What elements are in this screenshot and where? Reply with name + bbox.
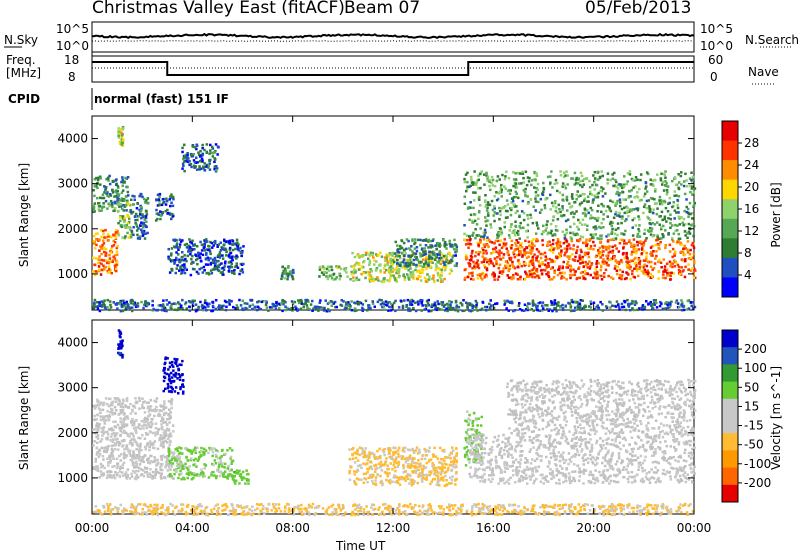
velocity-colorbar-label: Velocity [m s^-1] xyxy=(769,365,783,471)
x-tick-label: 12:00 xyxy=(376,521,411,535)
date-label: 05/Feb/2013 xyxy=(585,0,692,18)
colorbar-frame xyxy=(721,329,739,503)
y-tick-label: 1000 xyxy=(57,267,88,281)
colorbar-segment xyxy=(722,238,738,259)
nave-label: Nave xyxy=(748,65,779,79)
colorbar-tick-label: 24 xyxy=(744,158,759,172)
y-tick-label: 4000 xyxy=(57,336,88,350)
y-tick-label: 2000 xyxy=(57,222,88,236)
freq-panel xyxy=(91,55,695,83)
freq-unit-label: [MHz] xyxy=(6,66,42,80)
colorbar-segment xyxy=(722,364,738,383)
colorbar-segment xyxy=(722,398,738,417)
x-tick-label: 16:00 xyxy=(476,521,511,535)
freq-line xyxy=(92,61,694,76)
nsky-label: N.Sky xyxy=(4,33,39,47)
colorbar-segment xyxy=(722,257,738,278)
colorbar-segment xyxy=(722,347,738,365)
colorbar-tick-label: 12 xyxy=(744,224,759,238)
cpid-label: CPID xyxy=(8,92,41,106)
colorbar-segment xyxy=(722,277,738,298)
station-title: Christmas Valley East (fitACF) xyxy=(92,0,345,18)
colorbar-tick-label: -50 xyxy=(744,438,764,452)
y-tick-label: 1000 xyxy=(57,471,88,485)
colorbar-segment xyxy=(722,330,738,348)
colorbar-segment xyxy=(722,121,738,142)
nsky-line xyxy=(91,32,695,40)
nsearch-tick-high: 10^5 xyxy=(700,22,733,36)
colorbar-segment xyxy=(722,199,738,220)
x-tick-label: 20:00 xyxy=(576,521,611,535)
x-tick-label: 00:00 xyxy=(677,521,712,535)
colorbar-segment xyxy=(722,160,738,181)
y-tick-label: 2000 xyxy=(57,426,88,440)
x-axis-label: Time UT xyxy=(336,539,386,553)
colorbar-segment xyxy=(722,381,738,400)
velocity-y-axis-label: Slant Range [km] xyxy=(17,365,31,471)
power-scatter xyxy=(92,125,697,313)
x-tick-label: 04:00 xyxy=(175,521,210,535)
colorbar-tick-label: 50 xyxy=(744,380,759,394)
power-y-axis-label: Slant Range [km] xyxy=(17,162,31,268)
nave-tick-high: 60 xyxy=(708,53,724,67)
colorbar-tick-label: -100 xyxy=(744,457,771,471)
power-colorbar-label: Power [dB] xyxy=(769,182,783,248)
colorbar-segment xyxy=(722,140,738,161)
y-tick-label: 3000 xyxy=(57,381,88,395)
nsky-tick-low: 10^0 xyxy=(56,39,89,53)
colorbar-tick-label: 20 xyxy=(744,180,759,194)
nsearch-label: N.Search xyxy=(745,33,800,47)
freq-tick-low: 8 xyxy=(68,70,76,84)
colorbar-tick-label: -200 xyxy=(744,476,771,490)
y-tick-label: 4000 xyxy=(57,132,88,146)
colorbar-tick-label: 100 xyxy=(744,361,767,375)
colorbar-tick-label: 4 xyxy=(744,268,752,282)
colorbar-tick-label: -15 xyxy=(744,419,764,433)
beam-label: Beam 07 xyxy=(344,0,421,18)
x-tick-label: 08:00 xyxy=(275,521,310,535)
nsky-tick-high: 10^5 xyxy=(56,22,89,36)
nsearch-tick-low: 10^0 xyxy=(700,39,733,53)
cpid-value: normal (fast) 151 IF xyxy=(94,92,229,106)
y-tick-label: 3000 xyxy=(57,177,88,191)
colorbar-tick-label: 16 xyxy=(744,202,759,216)
colorbar-segment xyxy=(722,218,738,239)
colorbar-segment xyxy=(722,450,738,469)
freq-tick-high: 18 xyxy=(64,53,80,67)
colorbar-segment xyxy=(722,433,738,451)
freq-label: Freq. xyxy=(6,53,36,67)
colorbar-segment xyxy=(722,179,738,200)
velocity-scatter xyxy=(92,329,697,517)
x-tick-label: 00:00 xyxy=(75,521,110,535)
plot-frame xyxy=(91,115,695,311)
nave-tick-low: 0 xyxy=(710,70,718,84)
colorbar-tick-label: 8 xyxy=(744,246,752,260)
colorbar-tick-label: 200 xyxy=(744,342,767,356)
colorbar-tick-label: 28 xyxy=(744,136,759,150)
colorbar-segment xyxy=(722,467,738,486)
colorbar-tick-label: 15 xyxy=(744,399,759,413)
colorbar-segment xyxy=(722,416,738,434)
plot-frame xyxy=(91,319,695,515)
colorbar-segment xyxy=(722,484,738,503)
